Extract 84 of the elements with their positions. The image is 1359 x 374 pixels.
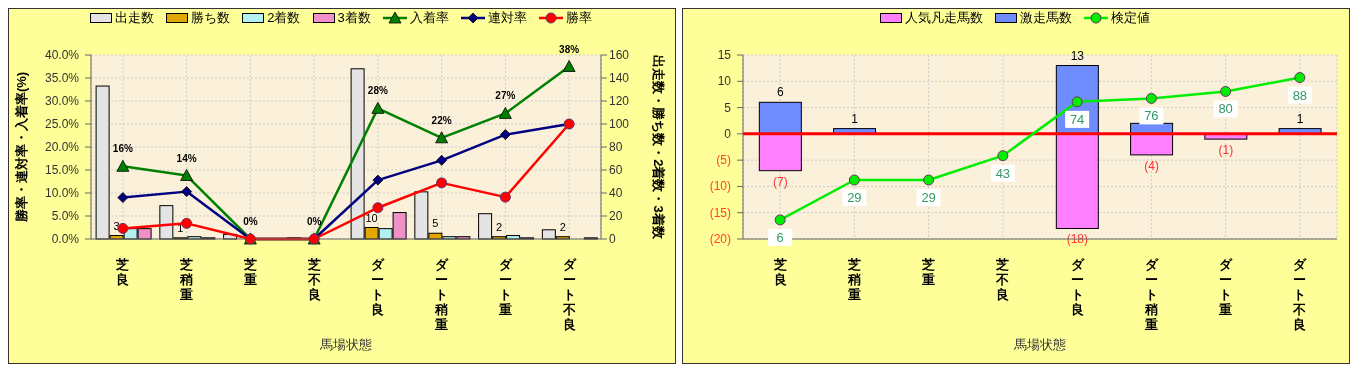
data-label: 88 <box>1292 87 1308 103</box>
y-tick-label: 10.0% <box>44 186 80 200</box>
x-tick-label: ダート良 <box>1070 257 1085 317</box>
y-tick-label: 15 <box>717 48 732 62</box>
x-tick-label: 芝不良 <box>995 257 1010 302</box>
y-tick-label: 15.0% <box>44 163 80 177</box>
y-tick-label: (20) <box>709 232 731 246</box>
data-label: 6 <box>776 229 784 245</box>
y-tick-label: 35.0% <box>44 71 80 85</box>
legend-label: 出走数 <box>115 9 155 27</box>
legend-label: 勝率 <box>565 9 592 27</box>
y2-tick-label: 140 <box>609 71 630 86</box>
y-tick-label: 25.0% <box>44 117 80 131</box>
data-label: 22% <box>431 114 452 126</box>
x-axis-title: 馬場状態 <box>319 337 372 352</box>
legend-label: 2着数 <box>267 9 301 27</box>
data-label: 1 <box>851 111 859 126</box>
y-tick-label: 0.0% <box>51 232 80 246</box>
x-tick-label: ダート良 <box>371 257 386 317</box>
data-label: 6 <box>776 85 784 100</box>
data-label: 29 <box>847 189 862 205</box>
y-tick-label: (15) <box>709 205 731 220</box>
data-label: (4) <box>1144 158 1159 173</box>
y-tick-label: 0 <box>724 126 732 141</box>
legend-label: 3着数 <box>337 9 371 27</box>
legend-label: 勝ち数 <box>191 9 231 27</box>
x-tick-label: 芝良 <box>115 257 130 287</box>
y2-axis-title: 出走数・勝ち数・2着数・3着数 <box>651 55 667 240</box>
y2-tick-label: 0 <box>609 232 616 247</box>
y-tick-label: 10 <box>717 74 732 89</box>
data-label: 74 <box>1069 111 1085 127</box>
y2-tick-label: 80 <box>609 140 623 155</box>
x-tick-label: ダート重 <box>1218 257 1234 317</box>
y2-tick-label: 40 <box>609 186 623 201</box>
x-tick-label: 芝不良 <box>306 257 321 302</box>
data-label: (7) <box>773 174 788 189</box>
y-tick-label: 30.0% <box>44 94 80 108</box>
data-label: 2 <box>496 220 503 233</box>
data-label: 28% <box>367 85 388 97</box>
data-label: (18) <box>1066 232 1089 247</box>
legend-label: 連対率 <box>487 9 527 27</box>
data-label: 14% <box>176 152 197 164</box>
legend-label: 激走馬数 <box>1020 9 1072 27</box>
data-label: 80 <box>1218 101 1233 117</box>
y2-tick-label: 120 <box>609 94 630 109</box>
data-label: (1) <box>1218 143 1234 158</box>
x-tick-label: ダート不良 <box>1292 257 1308 332</box>
data-label: 27% <box>495 90 516 102</box>
data-label: 76 <box>1144 108 1159 124</box>
x-tick-label: ダート稍重 <box>1143 257 1159 332</box>
y2-tick-label: 60 <box>609 163 623 178</box>
y2-tick-label: 20 <box>609 209 623 224</box>
y-tick-label: (5) <box>716 153 731 168</box>
data-label: 2 <box>559 220 566 233</box>
y-tick-label: 20.0% <box>44 140 80 154</box>
x-tick-label: ダート不良 <box>561 257 577 332</box>
legend-label: 人気凡走馬数 <box>905 9 983 27</box>
legend-label: 入着率 <box>409 9 449 27</box>
data-label: 0% <box>243 216 258 227</box>
x-tick-label: 芝良 <box>772 257 787 287</box>
y2-tick-label: 100 <box>609 117 630 132</box>
x-axis-title: 馬場状態 <box>1013 337 1066 352</box>
data-label: 13 <box>1070 48 1085 63</box>
x-tick-label: ダート稍重 <box>434 257 450 332</box>
x-tick-label: 芝稍重 <box>179 257 194 302</box>
data-label: 10 <box>365 211 378 224</box>
data-label: 43 <box>995 165 1011 181</box>
data-label: 5 <box>432 217 439 230</box>
data-label: 29 <box>921 189 936 205</box>
y-axis-title: 勝率・連対率・入着率(%) <box>13 71 29 224</box>
y-tick-label: 5.0% <box>51 209 80 223</box>
data-label: 38% <box>559 43 580 55</box>
x-tick-label: ダート重 <box>497 257 513 317</box>
x-tick-label: 芝重 <box>921 257 936 287</box>
legend-label: 検定値 <box>1111 9 1150 27</box>
x-tick-label: 芝重 <box>242 257 257 287</box>
data-label: 16% <box>112 143 133 155</box>
y-tick-label: 5 <box>724 100 732 115</box>
y2-tick-label: 160 <box>609 48 630 63</box>
x-tick-label: 芝稍重 <box>846 257 861 302</box>
y-tick-label: 40.0% <box>44 48 80 62</box>
data-label: 0% <box>306 216 322 227</box>
data-label: 1 <box>1296 111 1304 126</box>
y-tick-label: (10) <box>709 179 731 194</box>
